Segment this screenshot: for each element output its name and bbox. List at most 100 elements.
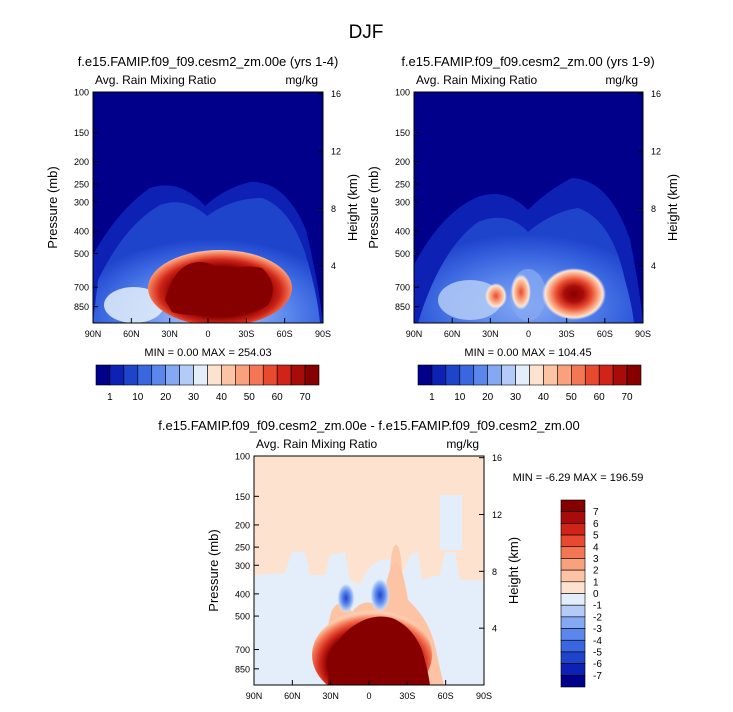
colorbar-box bbox=[290, 364, 306, 386]
colorbar-box bbox=[529, 364, 544, 386]
pressure-tick-label: 400 bbox=[235, 589, 250, 599]
panel-2: f.e15.FAMIP.f09_f09.cesm2_zm.00 (yrs 1-9… bbox=[366, 54, 680, 359]
pressure-tick-label: 150 bbox=[74, 128, 89, 138]
colorbar-label: -1 bbox=[593, 601, 602, 612]
colorbar-box bbox=[473, 364, 488, 386]
panel-1-title: f.e15.FAMIP.f09_f09.cesm2_zm.00e (yrs 1-… bbox=[78, 54, 339, 69]
colorbar-box bbox=[151, 364, 166, 386]
panel-3-title: f.e15.FAMIP.f09_f09.cesm2_zm.00e - f.e15… bbox=[158, 418, 580, 433]
height-axis-title: Height (km) bbox=[506, 537, 521, 604]
panel-3-stats: MIN = -6.29 MAX = 196.59 bbox=[513, 472, 644, 484]
colorbar-box bbox=[235, 364, 250, 386]
colorbar-box bbox=[560, 675, 586, 688]
pressure-tick-label: 500 bbox=[74, 249, 89, 259]
colorbar-label: 1 bbox=[593, 577, 599, 588]
latitude-tick-label: 60S bbox=[438, 691, 454, 701]
colorbar-label: 60 bbox=[272, 392, 284, 403]
pressure-tick-label: 300 bbox=[74, 198, 89, 208]
colorbar-label: 20 bbox=[482, 392, 494, 403]
panel-2-stats: MIN = 0.00 MAX = 104.45 bbox=[464, 347, 591, 359]
height-tick-label: 12 bbox=[331, 147, 341, 157]
colorbar-label: 60 bbox=[594, 392, 606, 403]
latitude-tick-label: 30S bbox=[238, 329, 254, 339]
pressure-tick-label: 400 bbox=[395, 227, 410, 237]
panel-3-axes: 100 150 200 250 300 400 500 700 850 16 12 8 4 90N 60N 3… bbox=[206, 452, 521, 702]
height-tick-label: 8 bbox=[651, 204, 656, 214]
height-tick-label: 16 bbox=[492, 453, 502, 463]
colorbar-box bbox=[262, 364, 278, 386]
colorbar-box bbox=[417, 364, 433, 386]
pressure-tick-label: 500 bbox=[395, 249, 410, 259]
colorbar-box bbox=[560, 534, 586, 548]
latitude-tick-label: 90S bbox=[635, 329, 651, 339]
colorbar-2: 1 10 20 30 40 50 60 70 bbox=[417, 364, 642, 403]
colorbar-label: -7 bbox=[593, 671, 602, 682]
colorbar-box bbox=[560, 523, 586, 536]
colorbar-box bbox=[560, 569, 586, 583]
pressure-tick-label: 500 bbox=[235, 612, 250, 622]
pressure-axis-title: Pressure (mb) bbox=[45, 166, 60, 248]
latitude-tick-label: 30N bbox=[161, 329, 178, 339]
colorbar-label: 10 bbox=[454, 392, 466, 403]
colorbar-box bbox=[207, 364, 222, 386]
height-tick-label: 4 bbox=[492, 624, 497, 634]
page-title: DJF bbox=[349, 22, 384, 43]
colorbar-label: 30 bbox=[188, 392, 200, 403]
colorbar-label: 70 bbox=[622, 392, 634, 403]
colorbar-box bbox=[560, 628, 586, 641]
height-tick-label: 16 bbox=[331, 89, 341, 99]
height-tick-label: 4 bbox=[331, 261, 336, 271]
colorbar-box bbox=[249, 364, 264, 386]
pressure-tick-label: 250 bbox=[235, 543, 250, 553]
latitude-tick-label: 0 bbox=[366, 691, 371, 701]
colorbar-box bbox=[560, 663, 586, 676]
height-tick-label: 8 bbox=[492, 567, 497, 577]
colorbar-box bbox=[612, 364, 628, 386]
colorbar-label: 2 bbox=[593, 566, 599, 577]
latitude-tick-label: 60S bbox=[277, 329, 293, 339]
colorbar-label: -5 bbox=[593, 647, 602, 658]
pressure-tick-label: 100 bbox=[395, 88, 410, 98]
panel-2-title: f.e15.FAMIP.f09_f09.cesm2_zm.00 (yrs 1-9… bbox=[401, 54, 654, 69]
height-tick-label: 4 bbox=[651, 261, 656, 271]
colorbar-box bbox=[501, 364, 516, 386]
latitude-tick-label: 90S bbox=[315, 329, 331, 339]
pressure-tick-label: 250 bbox=[395, 179, 410, 189]
colorbar-box bbox=[560, 558, 586, 571]
colorbar-box bbox=[560, 511, 586, 524]
pressure-tick-label: 200 bbox=[235, 520, 250, 530]
pressure-tick-label: 300 bbox=[235, 561, 250, 571]
colorbar-box bbox=[137, 364, 153, 386]
latitude-tick-label: 90S bbox=[476, 691, 492, 701]
colorbar-box bbox=[179, 364, 194, 386]
latitude-tick-label: 60N bbox=[444, 329, 461, 339]
colorbar-box bbox=[560, 593, 586, 606]
colorbar-label: 6 bbox=[593, 519, 599, 530]
height-tick-label: 12 bbox=[492, 510, 502, 520]
panel-1-variable-label: Avg. Rain Mixing Ratio bbox=[95, 73, 216, 87]
latitude-tick-label: 60N bbox=[284, 691, 301, 701]
pressure-tick-label: 100 bbox=[74, 88, 89, 98]
colorbar-box bbox=[515, 364, 530, 386]
colorbar-box bbox=[557, 364, 572, 386]
colorbar-label: 0 bbox=[593, 589, 599, 600]
panel-3-variable-label: Avg. Rain Mixing Ratio bbox=[256, 437, 377, 451]
panel-3-heatmap bbox=[254, 456, 484, 685]
colorbar-box bbox=[560, 651, 586, 664]
colorbar-box bbox=[560, 546, 586, 559]
colorbar-box bbox=[598, 364, 614, 386]
pressure-tick-label: 200 bbox=[395, 157, 410, 167]
colorbar-label: 50 bbox=[244, 392, 256, 403]
height-tick-label: 12 bbox=[651, 147, 661, 157]
panel-2-axes: 100 150 200 250 300 400 500 700 850 16 12 8 4 90N 60N 3… bbox=[366, 88, 680, 340]
pressure-tick-label: 700 bbox=[74, 283, 89, 293]
latitude-tick-label: 90N bbox=[406, 329, 423, 339]
panel-2-variable-label: Avg. Rain Mixing Ratio bbox=[416, 73, 537, 87]
panel-1: f.e15.FAMIP.f09_f09.cesm2_zm.00e (yrs 1-… bbox=[45, 54, 360, 359]
pressure-tick-label: 850 bbox=[235, 664, 250, 674]
colorbar-box bbox=[626, 364, 642, 386]
pressure-tick-label: 700 bbox=[395, 283, 410, 293]
pressure-axis-title: Pressure (mb) bbox=[366, 166, 381, 248]
